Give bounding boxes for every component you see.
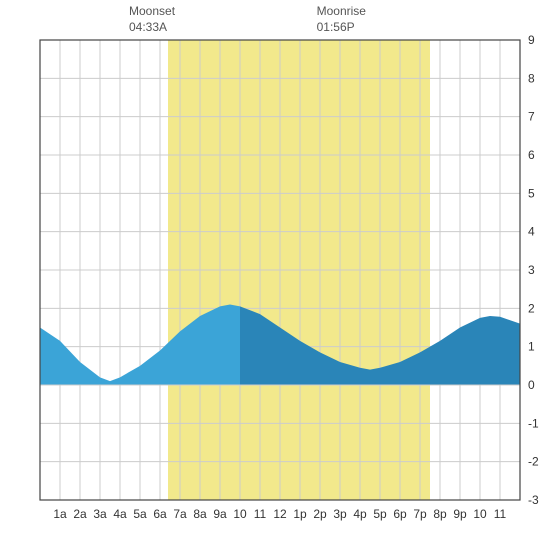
y-tick-label: 4: [528, 225, 535, 239]
moon-event-title: Moonset: [129, 4, 175, 20]
x-tick-label: 7a: [173, 507, 187, 521]
y-tick-label: -1: [528, 416, 539, 430]
x-tick-label: 11: [254, 507, 267, 521]
x-tick-label: 2p: [313, 507, 327, 521]
y-tick-label: 8: [528, 71, 535, 85]
x-tick-label: 5p: [373, 507, 387, 521]
moon-event-title: Moonrise: [317, 4, 366, 20]
y-tick-label: -3: [528, 493, 539, 507]
x-tick-label: 1a: [53, 507, 67, 521]
x-tick-label: 12: [273, 507, 287, 521]
y-tick-label: 9: [528, 33, 535, 47]
x-tick-label: 5a: [133, 507, 147, 521]
x-tick-label: 4p: [353, 507, 367, 521]
x-tick-label: 6a: [153, 507, 167, 521]
x-tick-label: 10: [233, 507, 247, 521]
y-tick-label: 5: [528, 186, 535, 200]
chart-svg: 1a2a3a4a5a6a7a8a9a1011121p2p3p4p5p6p7p8p…: [0, 0, 550, 550]
y-tick-label: 7: [528, 110, 535, 124]
moon-event-time: 04:33A: [129, 20, 175, 36]
moon-event-time: 01:56P: [317, 20, 366, 36]
y-tick-label: 6: [528, 148, 535, 162]
moonset-label: Moonset04:33A: [129, 4, 175, 35]
x-tick-label: 4a: [113, 507, 127, 521]
y-tick-label: 3: [528, 263, 535, 277]
x-tick-label: 7p: [413, 507, 427, 521]
x-tick-label: 6p: [393, 507, 407, 521]
x-tick-label: 10: [473, 507, 487, 521]
x-tick-label: 11: [494, 507, 507, 521]
x-tick-label: 8a: [193, 507, 207, 521]
x-tick-label: 8p: [433, 507, 447, 521]
y-tick-label: 0: [528, 378, 535, 392]
x-tick-label: 2a: [73, 507, 87, 521]
x-tick-label: 1p: [293, 507, 307, 521]
moonrise-label: Moonrise01:56P: [317, 4, 366, 35]
x-tick-label: 3p: [333, 507, 347, 521]
x-tick-label: 9p: [453, 507, 467, 521]
x-tick-label: 9a: [213, 507, 227, 521]
y-tick-label: 1: [528, 340, 535, 354]
y-tick-label: 2: [528, 301, 535, 315]
y-tick-label: -2: [528, 455, 539, 469]
tide-chart: 1a2a3a4a5a6a7a8a9a1011121p2p3p4p5p6p7p8p…: [0, 0, 550, 550]
x-tick-label: 3a: [93, 507, 107, 521]
